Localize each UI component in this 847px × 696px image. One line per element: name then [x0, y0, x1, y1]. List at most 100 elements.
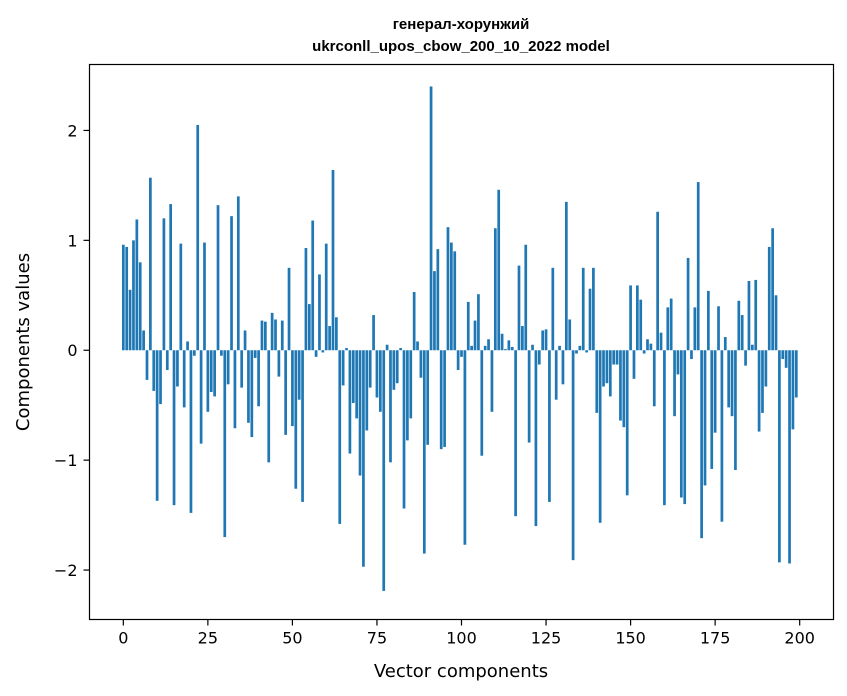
- bar: [527, 350, 531, 443]
- y-tick-label: 2: [67, 121, 77, 140]
- bar: [196, 124, 200, 351]
- bar: [253, 350, 257, 358]
- y-tick-label: 1: [67, 231, 77, 250]
- bar: [189, 350, 193, 513]
- bar: [341, 350, 345, 386]
- bar: [720, 350, 724, 522]
- bar: [176, 350, 179, 387]
- x-tick-label: 100: [446, 629, 477, 648]
- bar: [510, 346, 514, 351]
- bar: [267, 350, 271, 463]
- bar: [466, 301, 470, 351]
- y-tick-label: −1: [54, 451, 78, 470]
- x-tick-label: 150: [615, 629, 646, 648]
- bar: [483, 345, 487, 351]
- bar: [521, 326, 524, 351]
- bar: [666, 307, 670, 351]
- bar: [284, 350, 287, 435]
- bar: [663, 350, 666, 506]
- bar: [314, 350, 318, 357]
- bar: [172, 350, 176, 506]
- bar: [690, 350, 693, 360]
- bar: [233, 350, 237, 429]
- bar: [571, 350, 575, 561]
- bar: [463, 350, 467, 545]
- bar: [723, 337, 727, 351]
- bar: [696, 182, 700, 351]
- bar: [490, 350, 494, 412]
- bar: [493, 228, 497, 351]
- bar: [470, 345, 473, 351]
- bar: [416, 341, 419, 351]
- y-axis-label: Components values: [13, 253, 34, 431]
- bar: [216, 205, 220, 351]
- bar: [456, 350, 460, 371]
- bar: [504, 349, 507, 351]
- bar: [646, 339, 649, 351]
- plot-area-frame: [88, 63, 835, 621]
- bar: [740, 315, 744, 351]
- bar: [365, 350, 369, 431]
- bar: [686, 257, 690, 351]
- bar: [311, 220, 315, 351]
- bar: [754, 279, 758, 351]
- bar: [280, 320, 284, 351]
- bar: [291, 350, 294, 427]
- bar: [625, 350, 629, 496]
- bar: [700, 350, 703, 539]
- x-tick-label: 50: [282, 629, 302, 648]
- bar: [764, 350, 768, 387]
- bar: [750, 344, 754, 351]
- y-axis-ticks: −2 −1 0 1 2: [54, 121, 90, 580]
- bar: [598, 350, 602, 523]
- bar: [544, 329, 548, 351]
- bar: [578, 345, 582, 351]
- bar: [707, 290, 710, 351]
- bar: [348, 350, 352, 454]
- bar: [605, 350, 609, 384]
- x-tick-label: 75: [367, 629, 387, 648]
- bar: [297, 350, 301, 400]
- bar: [199, 350, 203, 444]
- bar: [368, 350, 372, 388]
- bar: [433, 271, 436, 351]
- bar: [138, 262, 142, 351]
- bar: [534, 350, 538, 527]
- bar: [335, 317, 338, 351]
- bar: [307, 304, 311, 351]
- bar: [331, 170, 335, 351]
- bar: [247, 350, 250, 423]
- bar: [636, 285, 639, 351]
- bar: [497, 189, 501, 351]
- x-axis-ticks: 0 25 50 75 100 125 150 175 200: [118, 619, 815, 648]
- bar: [460, 350, 463, 357]
- bar: [395, 350, 399, 384]
- bar: [412, 292, 416, 351]
- bars-group: [121, 86, 798, 591]
- bar: [277, 350, 281, 377]
- bar: [321, 350, 325, 353]
- bar: [358, 350, 362, 476]
- bar: [152, 350, 156, 391]
- bar: [592, 267, 595, 351]
- bar: [554, 350, 558, 400]
- bar: [378, 350, 382, 412]
- bar: [551, 267, 555, 351]
- bar: [602, 350, 605, 387]
- x-tick-label: 175: [700, 629, 731, 648]
- bar: [351, 350, 355, 403]
- bar: [676, 350, 680, 375]
- bar: [240, 350, 244, 388]
- x-tick-label: 200: [784, 629, 815, 648]
- bar: [608, 350, 612, 397]
- bar: [477, 294, 480, 351]
- bar: [537, 350, 541, 365]
- bar: [588, 288, 592, 351]
- bar: [209, 350, 213, 392]
- bar: [260, 320, 264, 351]
- bar: [328, 326, 331, 351]
- bar: [531, 344, 534, 351]
- bar: [206, 350, 210, 412]
- bar: [382, 350, 386, 591]
- x-axis-label: Vector components: [374, 661, 548, 682]
